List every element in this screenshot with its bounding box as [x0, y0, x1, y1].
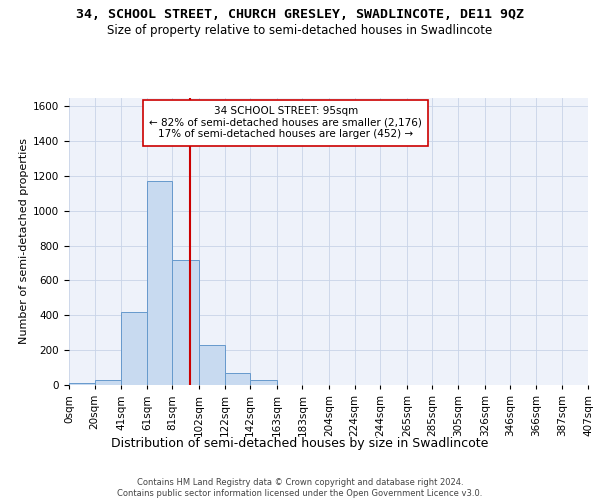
Y-axis label: Number of semi-detached properties: Number of semi-detached properties — [19, 138, 29, 344]
Bar — [147, 181, 172, 385]
Bar — [172, 260, 199, 385]
Text: Contains HM Land Registry data © Crown copyright and database right 2024.
Contai: Contains HM Land Registry data © Crown c… — [118, 478, 482, 498]
Bar — [224, 373, 250, 385]
Bar — [95, 380, 121, 385]
Text: 34, SCHOOL STREET, CHURCH GRESLEY, SWADLINCOTE, DE11 9QZ: 34, SCHOOL STREET, CHURCH GRESLEY, SWADL… — [76, 8, 524, 20]
Text: 34 SCHOOL STREET: 95sqm
← 82% of semi-detached houses are smaller (2,176)
17% of: 34 SCHOOL STREET: 95sqm ← 82% of semi-de… — [149, 106, 422, 140]
Bar — [69, 384, 95, 385]
Bar — [199, 345, 224, 385]
Bar — [250, 380, 277, 385]
Text: Size of property relative to semi-detached houses in Swadlincote: Size of property relative to semi-detach… — [107, 24, 493, 37]
Text: Distribution of semi-detached houses by size in Swadlincote: Distribution of semi-detached houses by … — [112, 438, 488, 450]
Bar — [121, 312, 147, 385]
